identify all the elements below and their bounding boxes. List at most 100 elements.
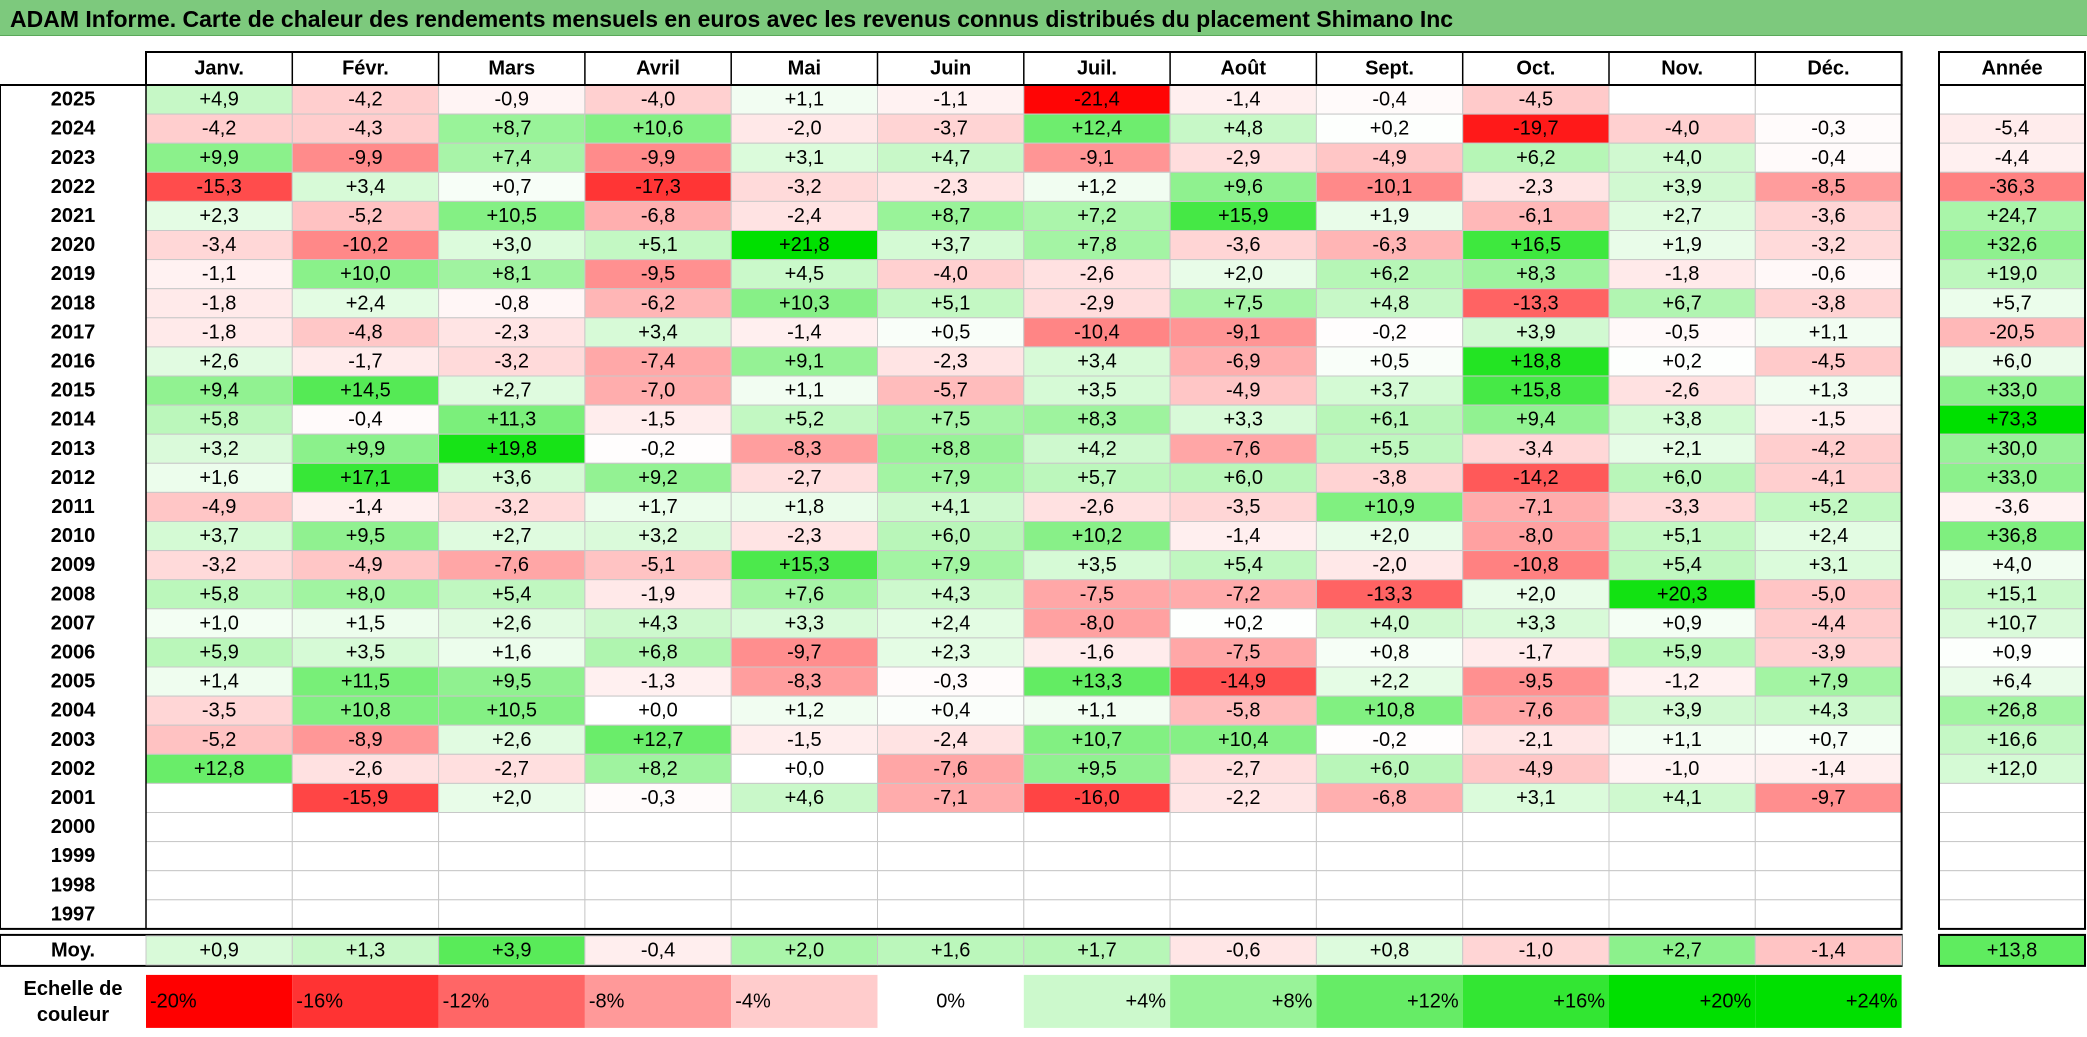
cell-value: +2,1 [1662,438,1701,460]
cell-value: +6,2 [1370,263,1409,285]
scale-swatch [146,974,293,1028]
cell-value: -4,3 [348,118,382,140]
cell-value: +3,2 [199,438,238,460]
cell-value: +8,3 [1077,409,1116,431]
cell-value: +3,4 [1077,350,1116,372]
cell-value: -3,6 [1226,234,1260,256]
heatmap-cell [1462,491,1610,522]
heatmap-cell [1023,433,1171,464]
heatmap-cell [584,200,732,231]
cell-value: -1,7 [348,350,382,372]
annual-value: -5,4 [1995,118,2029,140]
chart-title: ADAM Informe. Carte de chaleur des rende… [10,6,1454,32]
heatmap-cell [438,550,586,581]
heatmap-cell [1315,288,1464,319]
heatmap-cell [1023,899,1171,930]
scale-label-line2: couleur [37,1004,109,1026]
cell-value: -1,9 [641,583,675,605]
heatmap-cell [145,200,293,231]
cell-value: -1,1 [933,89,967,111]
heatmap-cell [730,462,879,493]
year-label: 2013 [51,438,96,460]
heatmap-cell [1169,899,1317,930]
heatmap-cell [1023,200,1171,231]
heatmap-cell [1169,579,1317,610]
cell-value: +3,3 [1516,612,1555,634]
month-header-label: Sept. [1365,58,1414,80]
cell-value: -0,9 [495,89,529,111]
cell-value: -9,9 [641,147,675,169]
cell-value: -6,8 [1372,787,1406,809]
heatmap-cell [1315,171,1464,202]
annual-cell [1938,870,2086,901]
scale-swatch [1023,974,1171,1028]
year-label: 2010 [51,525,96,547]
cell-value: +3,7 [1370,380,1409,402]
heatmap-cell [1023,724,1171,755]
year-label: 2004 [51,700,96,722]
cell-value: +2,6 [492,729,531,751]
cell-value: +7,4 [492,147,531,169]
average-value: +1,3 [346,939,385,961]
heatmap-cell [1023,491,1171,522]
heatmap-cell [1462,608,1610,639]
average-cell [730,935,879,966]
cell-value: -0,3 [933,671,967,693]
heatmap-cell [1169,375,1317,406]
year-label: 2002 [51,758,96,780]
heatmap-cell [438,782,586,814]
cell-value: +6,0 [1370,758,1409,780]
cell-value: -3,3 [1665,496,1699,518]
heatmap-cell [438,870,586,901]
cell-value: +0,0 [785,758,824,780]
heatmap-cell [1462,259,1610,290]
heatmap-cell [730,491,879,522]
heatmap-cell [584,870,732,901]
scale-label: +4% [1126,990,1167,1012]
heatmap-cell [291,433,440,464]
cell-value: -7,6 [933,758,967,780]
cell-value: -3,2 [787,176,821,198]
annual-value: +33,0 [1987,380,2038,402]
heatmap-cell [1608,113,1756,144]
heatmap-cell [438,637,586,668]
heatmap-cell [1754,579,1903,610]
cell-value: +9,4 [1516,409,1555,431]
scale-label: -8% [589,990,625,1012]
heatmap-cell [1315,433,1464,464]
cell-value: +0,5 [1370,350,1409,372]
heatmap-cell [1023,404,1171,435]
cell-value: +4,2 [1077,438,1116,460]
cell-value: -1,3 [641,671,675,693]
cell-value: -1,8 [1665,263,1699,285]
average-cell [1608,935,1756,966]
average-value: -1,0 [1519,939,1553,961]
heatmap-cell [145,608,293,639]
annual-value: +0,9 [1992,641,2031,663]
cell-value: -2,6 [348,758,382,780]
annual-cell [1938,899,2086,930]
scale-label: +12% [1407,990,1459,1012]
heatmap-cell [1315,113,1464,144]
heatmap-cell [291,637,440,668]
cell-value: -2,3 [933,350,967,372]
cell-value: -3,2 [202,554,236,576]
cell-value: +10,8 [340,700,391,722]
heatmap-cell [1315,637,1464,668]
cell-value: +8,7 [492,118,531,140]
cell-value: +2,4 [346,292,385,314]
average-cell [145,935,293,966]
cell-value: -2,9 [1226,147,1260,169]
cell-value: -4,2 [202,118,236,140]
heatmap-cell [291,782,440,814]
heatmap-cell [584,230,732,261]
average-value: +1,7 [1077,939,1116,961]
month-header-label: Avril [636,58,680,80]
heatmap-cell [1462,346,1610,377]
heatmap-cell [291,375,440,406]
annual-value: +10,7 [1987,612,2038,634]
cell-value: -7,4 [641,350,675,372]
cell-value: +9,4 [199,380,238,402]
cell-value: -8,0 [1519,525,1553,547]
average-cell [1023,935,1171,966]
